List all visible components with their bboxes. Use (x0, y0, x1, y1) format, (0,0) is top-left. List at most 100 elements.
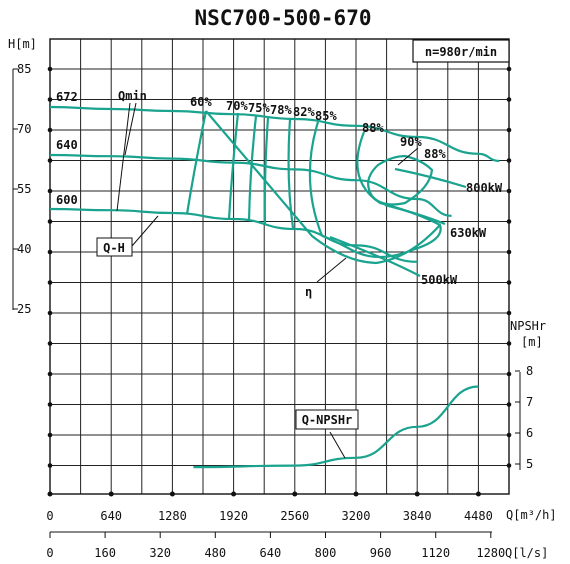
x-ls-tick-label: 0 (46, 546, 53, 560)
npsh-axis-unit: [m] (521, 335, 543, 349)
speed-label: n=980r/min (425, 45, 497, 59)
x-ls-tick-label: 1120 (421, 546, 450, 560)
qh-label: Q-H (103, 241, 125, 255)
x-m3h-tick-label: 0 (46, 509, 53, 523)
eff-70-label: 70% (226, 99, 248, 113)
left-grid-dot (47, 66, 53, 72)
efficiency-contours (185, 110, 442, 265)
annotation-labels: 672 640 600 Qmin 60% 70% 75% 78% 82% 85%… (56, 89, 503, 430)
qmin-label: Qmin (118, 89, 147, 103)
x-m3h-tick-label: 1920 (219, 509, 248, 523)
series-curve-600 (49, 207, 418, 263)
power-800-label: 800kW (466, 181, 503, 195)
power-630-line (384, 203, 446, 226)
curve-label-600: 600 (56, 193, 78, 207)
x-tick-dot (414, 491, 420, 497)
x-ls-tick-label: 320 (149, 546, 171, 560)
right-grid-dot (506, 158, 512, 163)
eff-85-line (308, 121, 324, 237)
x-axis-ls: 0 160 320 480 640 800 960 1120 1280 (46, 531, 505, 560)
x-tick-dot (231, 491, 237, 497)
right-grid-dot (506, 249, 512, 255)
series-layer (49, 105, 500, 469)
qmin-leader-2 (124, 102, 137, 156)
eff-90-contour (367, 154, 434, 206)
chart-title: NSC700-500-670 (194, 6, 371, 30)
power-630-label: 630kW (450, 226, 487, 240)
eff-88-label-top: 88% (362, 121, 384, 135)
x-ls-tick-label: 960 (370, 546, 392, 560)
eff-60-label: 60% (190, 95, 212, 109)
npshr-label-box (295, 409, 359, 430)
x-tick-dot (169, 491, 175, 497)
x-tick-dot (47, 491, 53, 497)
right-grid-dot (506, 463, 512, 468)
head-axis-label: H[m] (8, 37, 37, 51)
curve-label-640: 640 (56, 138, 78, 152)
right-grid-dot (506, 341, 512, 346)
eff-90-label: 90% (400, 135, 422, 149)
eta-leader (316, 257, 347, 283)
npsh-tick-label: 7 (526, 395, 533, 409)
right-grid-dot (506, 310, 512, 316)
left-grid-dot (47, 127, 53, 133)
power-500-label: 500kW (421, 273, 458, 287)
x-tick-dot (353, 491, 359, 497)
left-grid-dot (47, 97, 53, 102)
series-curve-672 (49, 105, 500, 163)
right-grid-dot (506, 402, 512, 407)
right-grid-dot (506, 219, 512, 224)
x-ls-tick-label: 480 (204, 546, 226, 560)
curve-label-672: 672 (56, 90, 78, 104)
right-grid-dot (506, 371, 512, 377)
x-tick-dot (108, 491, 114, 497)
eff-88-contour (321, 131, 442, 259)
power-lines (329, 167, 467, 277)
x-m3h-tick-label: 1280 (158, 509, 187, 523)
eff-78-line (263, 117, 270, 225)
x-m3h-tick-label: 3840 (403, 509, 432, 523)
x-m3h-tick-label: 640 (100, 509, 122, 523)
x-ls-tick-label: 800 (315, 546, 337, 560)
eff-60-line (185, 110, 208, 215)
x-ls-tick-label: 160 (94, 546, 116, 560)
left-grid-dot (47, 463, 53, 468)
right-grid-dot (506, 97, 512, 102)
right-grid-dot (506, 280, 512, 285)
qh-leader (131, 215, 159, 247)
right-grid-dot (506, 188, 512, 194)
head-tick-label: 70 (17, 122, 31, 136)
npshr-leader (329, 431, 346, 459)
x-ls-tick-label: 1280 (476, 546, 505, 560)
eff-70-line (227, 112, 240, 220)
left-grid-dot (47, 280, 53, 285)
x-axis-m3h-label: Q[m³/h] (506, 508, 557, 522)
x-tick-dot (292, 491, 298, 497)
left-grid-dot (47, 310, 53, 316)
head-axis: 85 70 55 40 25 (12, 62, 31, 316)
right-grid-dot (506, 127, 512, 133)
eff-75-line (247, 115, 258, 222)
head-tick-label: 25 (17, 302, 31, 316)
x-ls-tick-label: 640 (260, 546, 282, 560)
x-tick-dot (475, 491, 481, 497)
left-grid-dot (47, 249, 53, 255)
npsh-axis: 8 7 6 5 (515, 364, 533, 471)
npsh-axis-label: NPSHr (510, 319, 546, 333)
plot-frame (49, 38, 510, 495)
left-grid-dot (47, 219, 53, 224)
x-m3h-tick-label: 4480 (464, 509, 493, 523)
eff-85-label: 85% (315, 109, 337, 123)
leader-lines (116, 102, 419, 459)
left-grid-dot (47, 188, 53, 194)
eff90-leader (397, 147, 419, 166)
left-grid-dot (47, 432, 53, 438)
qmin-leader-1 (116, 102, 131, 212)
npsh-tick-label: 5 (526, 457, 533, 471)
left-grid-dot (47, 158, 53, 163)
power-800-line (394, 167, 467, 189)
right-grid-dot (506, 66, 512, 72)
right-grid-dot (506, 432, 512, 438)
eff-82-line (287, 119, 295, 229)
